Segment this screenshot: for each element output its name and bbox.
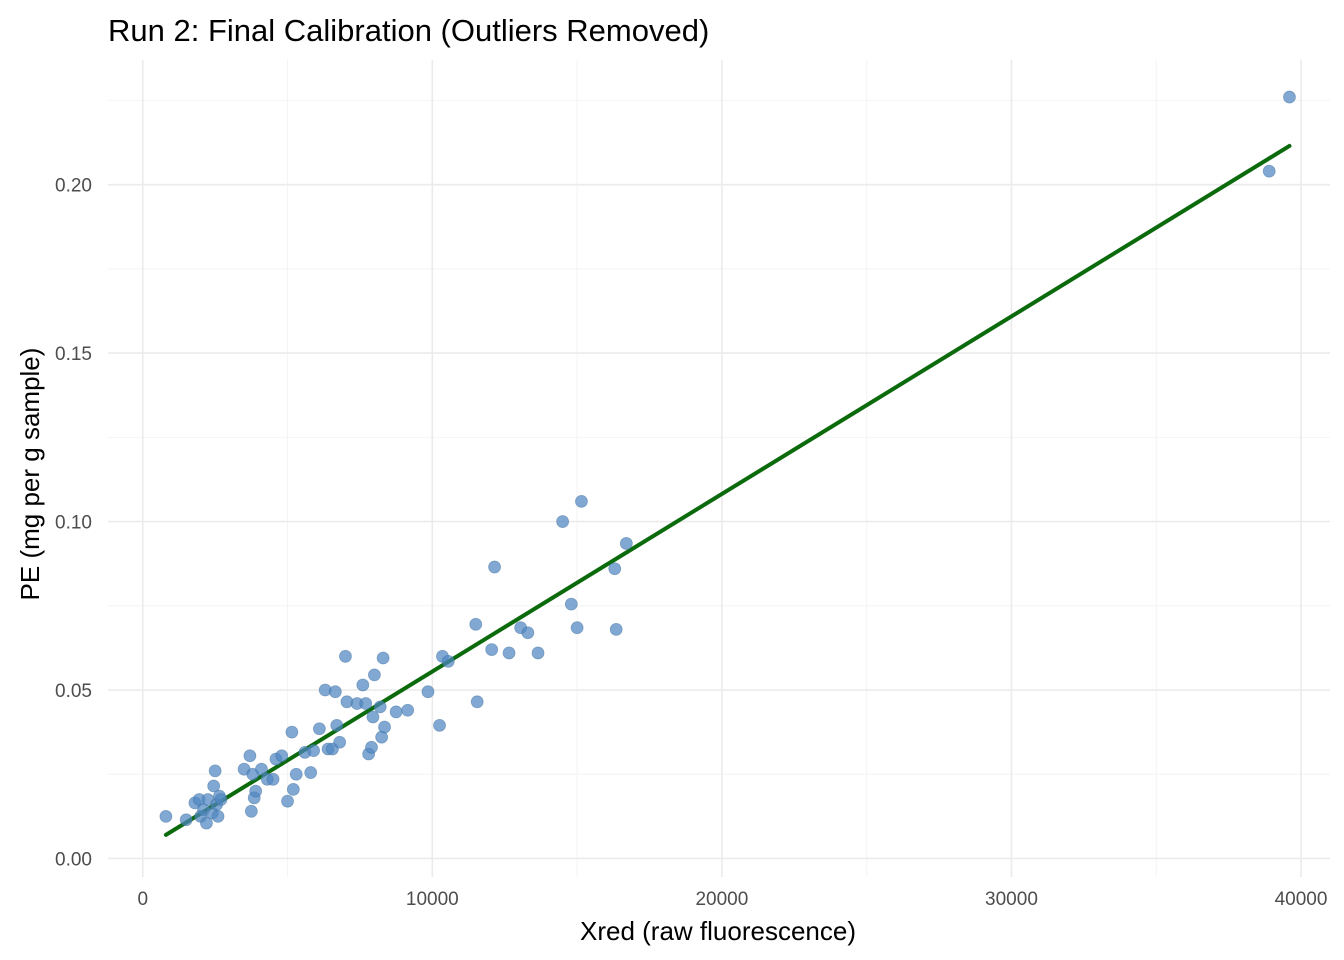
data-point bbox=[1283, 90, 1296, 104]
data-point bbox=[179, 813, 193, 827]
data-point bbox=[368, 668, 381, 682]
data-point bbox=[339, 649, 352, 663]
data-point bbox=[159, 809, 173, 823]
data-point bbox=[275, 749, 289, 763]
data-point bbox=[333, 735, 347, 749]
chart-title: Run 2: Final Calibration (Outliers Remov… bbox=[108, 13, 709, 48]
data-point bbox=[366, 710, 380, 724]
data-point bbox=[249, 784, 263, 798]
data-point bbox=[328, 685, 342, 699]
y-axis-ticks: 0.00 0.05 0.10 0.15 0.20 bbox=[55, 176, 92, 871]
grid-lines bbox=[108, 60, 1330, 877]
data-point bbox=[575, 494, 588, 508]
data-point bbox=[389, 705, 403, 719]
data-point bbox=[378, 720, 391, 734]
data-point bbox=[312, 722, 326, 736]
y-tick-label: 0.00 bbox=[55, 849, 92, 870]
y-tick-label: 0.05 bbox=[55, 681, 92, 702]
data-point bbox=[359, 697, 373, 710]
y-axis-title: PE (mg per g sample) bbox=[15, 348, 45, 601]
data-point bbox=[244, 804, 258, 818]
x-axis-title: Xred (raw fluorescence) bbox=[580, 916, 856, 946]
data-point bbox=[433, 718, 446, 732]
x-tick-label: 30000 bbox=[985, 889, 1038, 910]
data-point bbox=[289, 767, 303, 781]
data-point bbox=[608, 562, 622, 576]
x-tick-label: 0 bbox=[137, 889, 148, 910]
y-tick-label: 0.15 bbox=[55, 344, 92, 365]
data-point bbox=[330, 718, 344, 732]
data-point bbox=[365, 740, 378, 754]
data-point bbox=[570, 621, 584, 635]
data-point bbox=[356, 678, 370, 692]
regression-line bbox=[163, 143, 1292, 837]
x-tick-label: 20000 bbox=[695, 889, 748, 910]
x-tick-label: 10000 bbox=[406, 889, 459, 910]
data-point bbox=[373, 700, 387, 714]
y-tick-label: 0.10 bbox=[55, 513, 92, 534]
data-point bbox=[441, 654, 455, 668]
data-point bbox=[200, 816, 213, 830]
data-point bbox=[214, 793, 228, 806]
data-point bbox=[207, 779, 221, 793]
data-point bbox=[243, 749, 257, 763]
data-point bbox=[1262, 164, 1276, 178]
data-point bbox=[281, 794, 294, 808]
regression-line-group bbox=[163, 143, 1292, 837]
data-point bbox=[488, 560, 501, 574]
data-point bbox=[521, 626, 535, 640]
data-point bbox=[304, 766, 318, 779]
data-point bbox=[609, 622, 623, 636]
data-point bbox=[531, 646, 545, 660]
data-point bbox=[208, 764, 222, 778]
data-point bbox=[285, 725, 299, 739]
data-point bbox=[255, 762, 268, 776]
data-point bbox=[556, 515, 570, 528]
data-point bbox=[421, 685, 435, 699]
data-point bbox=[211, 809, 225, 823]
data-points bbox=[159, 90, 1296, 830]
data-point bbox=[286, 783, 300, 796]
data-point bbox=[470, 695, 484, 709]
data-point bbox=[469, 617, 483, 631]
data-point bbox=[266, 772, 280, 786]
data-point bbox=[307, 744, 320, 758]
y-tick-label: 0.20 bbox=[55, 176, 92, 197]
x-tick-label: 40000 bbox=[1275, 889, 1328, 910]
data-point bbox=[564, 597, 578, 611]
data-point bbox=[485, 643, 499, 656]
data-point bbox=[502, 646, 516, 660]
data-point bbox=[619, 537, 633, 550]
data-point bbox=[376, 651, 390, 665]
data-point bbox=[401, 703, 415, 717]
x-axis-ticks: 0 10000 20000 30000 40000 bbox=[137, 889, 1327, 910]
